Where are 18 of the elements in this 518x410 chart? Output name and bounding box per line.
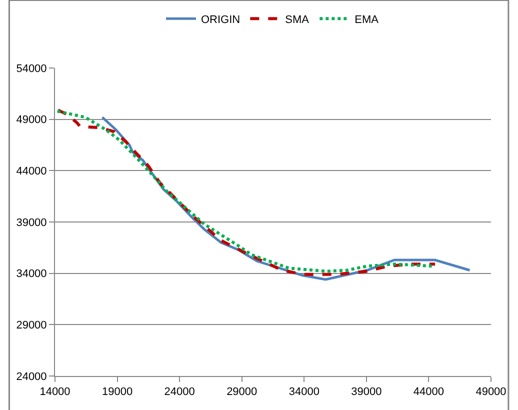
y-tick-label: 39000 xyxy=(16,216,47,229)
x-tick-label: 14000 xyxy=(40,386,70,398)
y-tick-label: 54000 xyxy=(16,62,47,75)
y-tick-label: 34000 xyxy=(16,268,47,280)
y-tick-label: 49000 xyxy=(16,114,47,126)
y-tick-label: 29000 xyxy=(16,320,47,332)
legend-label: EMA xyxy=(354,14,380,26)
legend-label: ORIGIN xyxy=(201,14,240,26)
x-tick-label: 39000 xyxy=(351,386,382,398)
x-tick-label: 34000 xyxy=(288,386,320,398)
x-tick-label: 29000 xyxy=(226,386,258,398)
y-tick-label: 24000 xyxy=(16,370,47,383)
x-tick-label: 19000 xyxy=(102,386,133,398)
x-tick-label: 49000 xyxy=(476,386,506,398)
legend-label: SMA xyxy=(285,14,310,26)
x-tick-label: 44000 xyxy=(413,386,444,398)
x-tick-label: 24000 xyxy=(164,386,195,398)
y-tick-label: 44000 xyxy=(16,166,47,178)
